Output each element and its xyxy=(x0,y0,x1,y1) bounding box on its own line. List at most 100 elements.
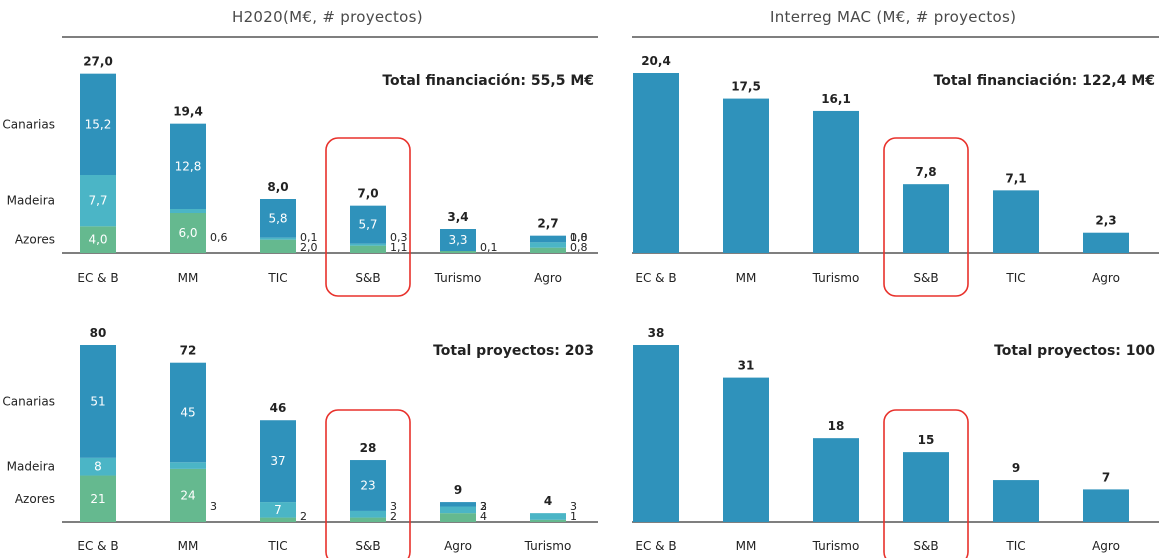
bar-segment-canarias xyxy=(260,420,296,503)
category-tick-label: Agro xyxy=(534,271,562,285)
segment-value-label: 51 xyxy=(90,394,105,408)
segment-value-label: 3 xyxy=(570,500,577,513)
interreg-header: Interreg MAC (M€, # proyectos) xyxy=(770,8,1017,26)
segment-value-label: 4,0 xyxy=(88,233,107,247)
chart-total-annotation: Total proyectos: 203 xyxy=(433,343,594,359)
bar-segment-madeira xyxy=(260,502,296,518)
bar xyxy=(993,480,1039,522)
segment-value-label: 0,8 xyxy=(570,231,588,244)
category-tick-label: EC & B xyxy=(77,539,118,553)
bar-total-label: 8,0 xyxy=(267,180,288,194)
bar-segment-madeira xyxy=(170,462,206,469)
bar xyxy=(723,98,769,254)
segment-value-label: 5,7 xyxy=(358,218,377,232)
category-tick-label: TIC xyxy=(1005,539,1025,553)
category-tick-label: MM xyxy=(178,539,199,553)
bar-value-label: 16,1 xyxy=(821,92,851,106)
interreg-header-rule xyxy=(632,36,1159,38)
bar-segment-madeira xyxy=(260,237,296,240)
bar-segment-azores xyxy=(260,517,296,522)
category-tick-label: Agro xyxy=(444,539,472,553)
bar xyxy=(1083,232,1129,253)
series-row-label: Azores xyxy=(15,492,55,506)
category-tick-label: TIC xyxy=(1005,271,1025,285)
bar-value-label: 20,4 xyxy=(641,54,671,68)
bar-segment-canarias xyxy=(170,362,206,463)
bar xyxy=(633,345,679,522)
category-tick-label: MM xyxy=(736,271,757,285)
bar-value-label: 38 xyxy=(648,326,665,340)
segment-value-label: 2,0 xyxy=(300,241,318,254)
segment-value-label: 45 xyxy=(180,405,195,419)
segment-value-label: 7 xyxy=(274,503,282,517)
category-tick-label: S&B xyxy=(355,271,380,285)
bar-value-label: 9 xyxy=(1012,461,1020,475)
chart-total-annotation: Total financiación: 55,5 M€ xyxy=(382,73,594,89)
segment-value-label: 0,1 xyxy=(300,231,318,244)
category-tick-label: Agro xyxy=(1092,271,1120,285)
segment-value-label: 15,2 xyxy=(85,117,112,131)
bar-value-label: 2,3 xyxy=(1095,214,1116,228)
category-tick-label: EC & B xyxy=(77,271,118,285)
bar-value-label: 7,8 xyxy=(915,165,936,179)
highlight-frame xyxy=(883,137,969,297)
category-tick-label: Agro xyxy=(1092,539,1120,553)
bar-segment-canarias xyxy=(80,345,116,458)
segment-value-label: 23 xyxy=(360,478,375,492)
segment-value-label: 5,8 xyxy=(268,211,287,225)
segment-value-label: 7,7 xyxy=(88,194,107,208)
bar xyxy=(1083,489,1129,522)
segment-value-label: 2 xyxy=(300,510,307,523)
bar-segment-canarias xyxy=(440,502,476,507)
segment-value-label: 3 xyxy=(390,500,397,513)
bar-segment-azores xyxy=(80,226,116,253)
series-row-label: Canarias xyxy=(2,394,55,408)
bar xyxy=(903,452,949,522)
bar-segment-madeira xyxy=(80,457,116,476)
segment-value-label: 0,6 xyxy=(210,231,228,244)
category-tick-label: EC & B xyxy=(635,271,676,285)
category-tick-label: EC & B xyxy=(635,539,676,553)
category-tick-label: Turismo xyxy=(812,271,860,285)
bar-total-label: 28 xyxy=(360,441,377,455)
bar-segment-canarias xyxy=(170,123,206,209)
bar-total-label: 72 xyxy=(180,344,197,358)
bar-value-label: 17,5 xyxy=(731,80,761,94)
bar-segment-madeira xyxy=(350,243,386,246)
segment-value-label: 0,3 xyxy=(390,231,408,244)
bar-segment-canarias xyxy=(350,460,386,511)
segment-value-label: 2 xyxy=(390,510,397,523)
bar-segment-azores xyxy=(170,213,206,253)
bar-total-label: 19,4 xyxy=(173,105,203,119)
bar-segment-azores xyxy=(530,519,566,522)
series-row-label: Canarias xyxy=(2,117,55,131)
category-tick-label: MM xyxy=(736,539,757,553)
bar-total-label: 7,0 xyxy=(357,187,378,201)
bar-segment-canarias xyxy=(440,229,476,251)
segment-value-label: 21 xyxy=(90,492,105,506)
bar-segment-canarias xyxy=(260,199,296,238)
segment-value-label: 37 xyxy=(270,454,285,468)
bar-value-label: 7 xyxy=(1102,470,1110,484)
category-tick-label: S&B xyxy=(913,539,938,553)
bar xyxy=(993,190,1039,253)
category-tick-label: MM xyxy=(178,271,199,285)
bar xyxy=(723,377,769,522)
segment-value-label: 4 xyxy=(480,510,487,523)
bar-segment-azores xyxy=(350,245,386,253)
bar-segment-canarias xyxy=(530,235,566,243)
bar-value-label: 31 xyxy=(738,359,755,373)
segment-value-label: 3 xyxy=(480,500,487,513)
category-tick-label: S&B xyxy=(355,539,380,553)
segment-value-label: 24 xyxy=(180,488,195,502)
category-tick-label: TIC xyxy=(267,539,287,553)
bar-segment-canarias xyxy=(80,73,116,175)
bar-segment-azores xyxy=(440,251,476,253)
highlight-frame xyxy=(325,409,411,558)
bar-segment-madeira xyxy=(530,242,566,248)
segment-value-label: 0,8 xyxy=(570,241,588,254)
category-tick-label: Turismo xyxy=(812,539,860,553)
segment-value-label: 1 xyxy=(570,510,577,523)
bar-segment-madeira xyxy=(80,175,116,227)
